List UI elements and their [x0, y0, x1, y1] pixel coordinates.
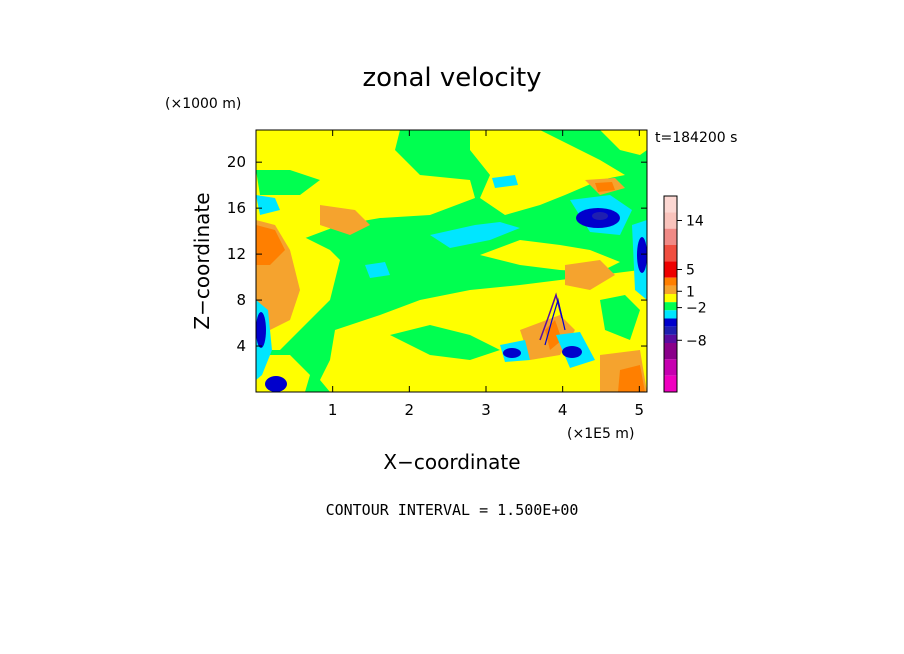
chart-title: zonal velocity	[362, 63, 541, 93]
colorbar-tick-label: 1	[686, 284, 695, 300]
x-unit-label: (×1E5 m)	[567, 426, 634, 442]
contour-field	[256, 130, 647, 392]
y-tick-label: 16	[227, 199, 246, 217]
y-tick-label: 12	[227, 245, 246, 263]
colorbar-swatch	[664, 228, 677, 245]
y-tick-label: 8	[236, 291, 246, 309]
colorbar-swatch	[664, 310, 677, 319]
colorbar-swatch	[664, 196, 677, 213]
colorbar-swatch	[664, 359, 677, 376]
colorbar-tick-label: 14	[686, 214, 704, 230]
colorbar-swatch	[664, 245, 677, 262]
x-tick-label: 3	[481, 401, 491, 419]
y-axis-label: Z−coordinate	[190, 192, 214, 329]
colorbar-swatch	[664, 261, 677, 278]
colorbar-swatch	[664, 326, 677, 335]
y-unit-label: (×1000 m)	[165, 96, 241, 112]
colorbar-swatch	[664, 212, 677, 229]
colorbar-swatch	[664, 375, 677, 392]
colorbar-tick-label: 5	[686, 263, 695, 279]
x-tick-label: 4	[558, 401, 568, 419]
colorbar-tick-label: −2	[686, 301, 707, 317]
colorbar-swatch	[664, 302, 677, 311]
x-tick-label: 5	[635, 401, 645, 419]
plot-frame	[255, 129, 648, 393]
x-axis-label: X−coordinate	[383, 450, 520, 474]
colorbar-swatch	[664, 334, 677, 343]
colorbar-swatch	[664, 294, 677, 303]
x-tick-label: 2	[405, 401, 415, 419]
colorbar-frame	[663, 195, 678, 393]
y-axis: 4 8 12 16 20	[227, 153, 647, 355]
y-tick-label: 20	[227, 153, 246, 171]
colorbar-tick-label: −8	[686, 333, 707, 349]
x-axis: 1 2 3 4 5	[328, 130, 644, 419]
colorbar: 14 5 1−2 −8	[663, 195, 707, 393]
colorbar-swatch	[664, 285, 677, 294]
colorbar-swatch	[664, 318, 677, 327]
colorbar-swatch	[664, 277, 677, 286]
colorbar-swatch	[664, 343, 677, 360]
x-tick-label: 1	[328, 401, 338, 419]
contour-interval-label: CONTOUR INTERVAL = 1.500E+00	[326, 501, 579, 519]
time-label: t=184200 s	[655, 130, 737, 146]
y-tick-label: 4	[236, 337, 246, 355]
